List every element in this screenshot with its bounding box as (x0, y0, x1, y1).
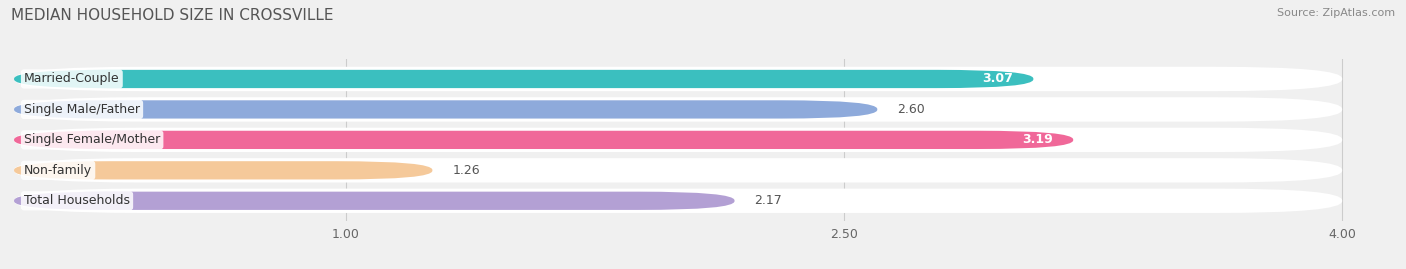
Text: MEDIAN HOUSEHOLD SIZE IN CROSSVILLE: MEDIAN HOUSEHOLD SIZE IN CROSSVILLE (11, 8, 333, 23)
FancyBboxPatch shape (14, 70, 1033, 88)
Text: Total Households: Total Households (24, 194, 129, 207)
Text: 1.26: 1.26 (453, 164, 479, 177)
FancyBboxPatch shape (14, 192, 734, 210)
Text: Single Female/Mother: Single Female/Mother (24, 133, 160, 146)
FancyBboxPatch shape (14, 158, 1343, 182)
Text: Non-family: Non-family (24, 164, 93, 177)
FancyBboxPatch shape (14, 161, 433, 179)
Text: Source: ZipAtlas.com: Source: ZipAtlas.com (1277, 8, 1395, 18)
Text: Single Male/Father: Single Male/Father (24, 103, 141, 116)
FancyBboxPatch shape (14, 100, 877, 119)
FancyBboxPatch shape (14, 131, 1073, 149)
Text: 2.17: 2.17 (755, 194, 782, 207)
Text: Married-Couple: Married-Couple (24, 72, 120, 86)
FancyBboxPatch shape (14, 189, 1343, 213)
FancyBboxPatch shape (14, 128, 1343, 152)
FancyBboxPatch shape (14, 67, 1343, 91)
Text: 3.07: 3.07 (983, 72, 1014, 86)
FancyBboxPatch shape (14, 97, 1343, 122)
Text: 2.60: 2.60 (897, 103, 925, 116)
Text: 3.19: 3.19 (1022, 133, 1053, 146)
